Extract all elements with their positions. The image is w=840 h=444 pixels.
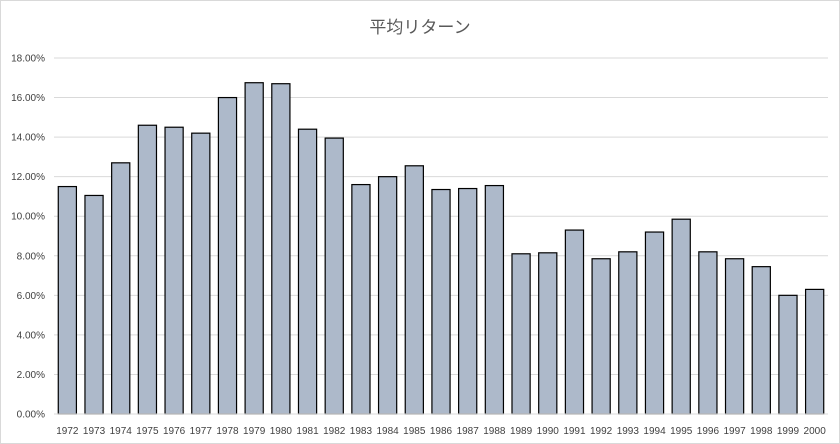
x-tick-label: 1983: [350, 426, 373, 437]
x-tick-label: 1975: [136, 426, 159, 437]
x-tick-label: 1981: [296, 426, 319, 437]
x-tick-label: 1987: [457, 426, 480, 437]
x-tick-label: 1992: [590, 426, 613, 437]
x-tick-label: 1973: [83, 426, 106, 437]
bar-1977: [191, 132, 211, 415]
y-tick-label: 6.00%: [17, 291, 45, 302]
x-tick-label: 1982: [323, 426, 346, 437]
x-tick-label: 1972: [56, 426, 79, 437]
bar-1980: [271, 83, 291, 415]
y-tick-label: 16.00%: [11, 93, 45, 104]
x-tick-label: 1986: [430, 426, 453, 437]
x-tick-label: 1976: [163, 426, 186, 437]
bar-1984: [377, 176, 398, 415]
bar-1993: [618, 251, 638, 415]
bar-1973: [84, 194, 104, 415]
bar-1987: [458, 187, 478, 415]
y-tick-label: 14.00%: [11, 133, 45, 144]
bar-1996: [698, 251, 718, 415]
bar-1995: [671, 218, 691, 415]
bar-1999: [778, 294, 798, 415]
x-tick-label: 1980: [270, 426, 293, 437]
bar-1981: [297, 128, 318, 415]
x-tick-label: 1977: [190, 426, 213, 437]
x-tick-label: 1994: [643, 426, 666, 437]
x-tick-label: 1993: [617, 426, 640, 437]
y-tick-label: 4.00%: [17, 330, 45, 341]
bar-1975: [137, 124, 158, 415]
chart-title: 平均リターン: [369, 18, 471, 38]
bar-1992: [591, 258, 611, 415]
y-tick-label: 2.00%: [17, 370, 45, 381]
x-tick-label: 1991: [563, 426, 586, 437]
x-tick-label: 1995: [670, 426, 693, 437]
x-tick-label: 1984: [376, 426, 399, 437]
x-tick-label: 1985: [403, 426, 426, 437]
bar-1986: [431, 188, 451, 415]
bar-1994: [644, 231, 665, 415]
x-tick-label: 1990: [537, 426, 560, 437]
x-tick-label: 1979: [243, 426, 266, 437]
bar-1979: [244, 82, 264, 415]
bar-1990: [538, 252, 558, 415]
x-tick-label: 1997: [723, 426, 746, 437]
bar-1988: [484, 184, 505, 415]
x-tick-label: 1999: [777, 426, 800, 437]
y-tick-label: 10.00%: [11, 212, 45, 223]
bar-1982: [324, 137, 344, 415]
x-tick-label: 1974: [110, 426, 133, 437]
bar-1997: [724, 258, 745, 415]
bar-1976: [164, 126, 184, 415]
bar-1985: [404, 165, 424, 415]
x-tick-label: 1989: [510, 426, 533, 437]
y-tick-label: 0.00%: [17, 410, 45, 421]
bar-1998: [751, 266, 771, 415]
bar-1991: [564, 229, 585, 415]
bar-1989: [511, 253, 531, 415]
x-tick-label: 1996: [697, 426, 720, 437]
x-tick-label: 1978: [216, 426, 239, 437]
y-tick-label: 18.00%: [11, 54, 45, 65]
y-tick-label: 12.00%: [11, 172, 45, 183]
y-axis-ticks: 0.00% 2.00% 4.00% 6.00% 8.00% 10.00% 12.00% 14.…: [11, 54, 45, 421]
bar-1983: [351, 183, 371, 415]
y-tick-label: 8.00%: [17, 251, 45, 262]
bar-1978: [217, 96, 238, 415]
x-tick-label: 2000: [804, 426, 827, 437]
x-axis-ticks: 1972 1973 1974 1975 1976 1977 1978 1979 1980 1981…: [56, 426, 826, 437]
x-tick-label: 1998: [750, 426, 773, 437]
bars: [57, 82, 825, 415]
x-tick-label: 1988: [483, 426, 506, 437]
bar-1974: [111, 162, 131, 415]
bar-2000: [804, 288, 825, 415]
bar-1972: [57, 185, 78, 415]
